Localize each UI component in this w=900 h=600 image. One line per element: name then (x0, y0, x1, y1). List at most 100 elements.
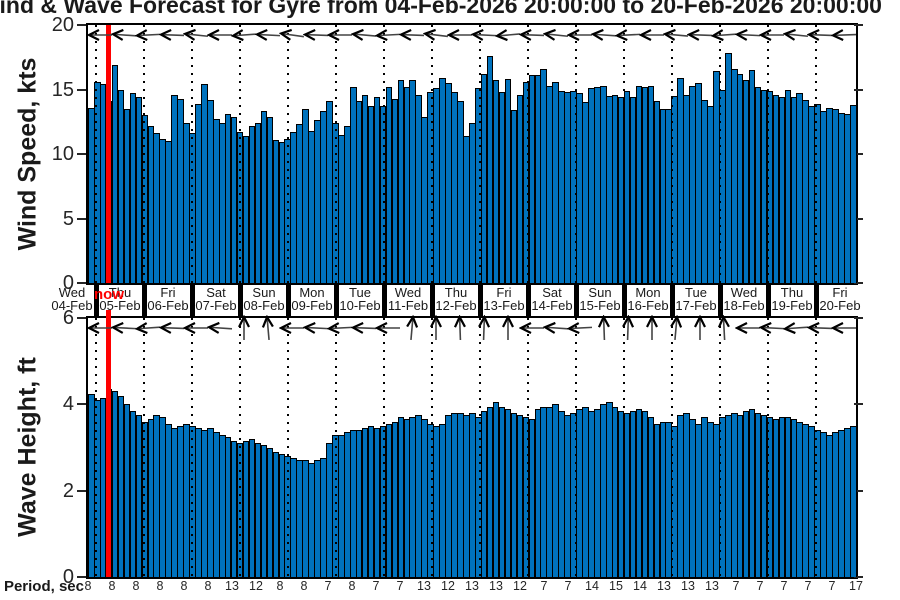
day-label: Wed 04-Feb (51, 285, 93, 313)
wave-direction-arrow-icon (501, 314, 515, 341)
wave-direction-arrow-icon (302, 320, 330, 335)
wave-direction-arrow-icon (110, 320, 138, 335)
wave-direction-arrow-icon (326, 320, 354, 335)
period-value: 7 (564, 579, 572, 593)
figure-title: Wind & Wave Forecast for Gyre from 04-Fe… (0, 0, 882, 18)
y-tick-label: 15 (51, 78, 74, 101)
wave-direction-arrow-icon (597, 314, 612, 341)
wave-direction-arrow-icon (806, 321, 833, 336)
wave-direction-arrow-icon (477, 314, 492, 341)
period-value: 7 (756, 579, 764, 593)
wind-direction-arrow-icon (518, 28, 545, 43)
wave-direction-arrow-icon (350, 321, 377, 336)
wave-direction-arrow-icon (158, 321, 185, 336)
day-gridline (671, 318, 673, 577)
period-value: 12 (249, 579, 263, 593)
period-value: 14 (585, 579, 599, 593)
wave-direction-arrow-icon (429, 314, 443, 341)
period-value: 15 (609, 579, 623, 593)
day-label: Tue 10-Feb (339, 285, 381, 313)
wind-direction-arrow-icon (254, 27, 282, 42)
wave-direction-arrow-icon (453, 314, 468, 341)
period-value: 7 (804, 579, 812, 593)
period-value: 8 (132, 579, 140, 593)
y-tick (854, 576, 863, 578)
day-label: Fri 06-Feb (147, 285, 189, 313)
y-tick (854, 403, 863, 406)
period-value: 13 (657, 579, 671, 593)
wind-direction-arrow-icon (158, 28, 185, 43)
y-tick-label: 2 (62, 479, 74, 502)
y-tick-label: 6 (62, 307, 74, 329)
wind-direction-arrow-icon (422, 26, 450, 43)
wave-direction-arrow-icon (830, 321, 857, 335)
y-tick (854, 88, 863, 91)
day-separator (622, 284, 627, 317)
period-value: 8 (108, 579, 116, 593)
day-label: Fri 20-Feb (819, 285, 861, 313)
wind-direction-arrow-icon (374, 27, 402, 42)
period-value: 12 (441, 579, 455, 593)
wind-direction-arrow-icon (686, 28, 713, 43)
wind-direction-arrow-icon (782, 27, 809, 44)
y-tick (77, 576, 86, 578)
wind-direction-arrow-icon (182, 27, 209, 44)
wind-direction-arrow-icon (86, 28, 113, 42)
day-label: Thu 05-Feb (99, 285, 141, 313)
wind-direction-arrow-icon (830, 28, 857, 43)
day-label: Mon 09-Feb (291, 285, 333, 313)
day-gridline (239, 318, 241, 577)
period-axis-label: Period, sec (3, 578, 84, 595)
y-tick (77, 88, 86, 91)
y-tick (77, 24, 86, 26)
wind-direction-arrow-icon (230, 27, 258, 43)
wind-direction-arrow-icon (326, 28, 353, 42)
period-value: 7 (540, 579, 548, 593)
day-separator (478, 284, 483, 317)
wind-direction-arrow-icon (758, 28, 785, 42)
day-gridline (575, 25, 577, 283)
day-label: Wed 18-Feb (723, 285, 765, 313)
wave-direction-arrow-icon (621, 314, 636, 341)
day-separator (430, 284, 435, 317)
wave-direction-arrow-icon (518, 321, 545, 335)
day-gridline (815, 318, 817, 577)
day-label: Sat 07-Feb (195, 285, 237, 313)
wave-height-chart: 0 2 4 6 (63, 307, 863, 588)
wave-direction-arrow-icon (566, 320, 594, 335)
wind-direction-arrow-icon (110, 27, 138, 43)
day-label: Mon 16-Feb (627, 285, 669, 313)
period-value: 13 (705, 579, 719, 593)
now-line (106, 310, 111, 577)
y-tick (854, 282, 863, 284)
wave-y-axis-title: Wave Height, ft (13, 357, 42, 537)
y-tick-label: 5 (62, 207, 74, 230)
wind-direction-arrow-icon (446, 28, 473, 42)
day-separator (526, 284, 531, 317)
day-separator (190, 284, 195, 317)
day-gridline (431, 318, 433, 577)
period-value: 7 (372, 579, 380, 593)
wind-direction-arrow-icon (278, 26, 306, 43)
day-separator (286, 284, 291, 317)
day-separator (382, 284, 387, 317)
day-gridline (527, 318, 529, 577)
day-label: Sat 14-Feb (531, 285, 573, 313)
day-gridline (143, 25, 145, 283)
wave-direction-arrow-icon (278, 321, 305, 335)
y-tick-label: 0 (62, 272, 74, 294)
period-value: 13 (465, 579, 479, 593)
wind-bar (850, 104, 857, 283)
wind-direction-arrow-icon (734, 27, 762, 42)
day-gridline (527, 25, 529, 283)
wind-direction-arrow-icon (614, 27, 642, 42)
day-gridline (191, 318, 193, 577)
period-value: 13 (225, 579, 239, 593)
y-tick (77, 282, 86, 284)
wave-direction-arrow-icon (374, 321, 401, 335)
y-tick (854, 317, 863, 319)
wind-direction-arrow-icon (398, 28, 425, 43)
day-separator (142, 284, 147, 317)
day-label: Sun 15-Feb (579, 285, 621, 313)
